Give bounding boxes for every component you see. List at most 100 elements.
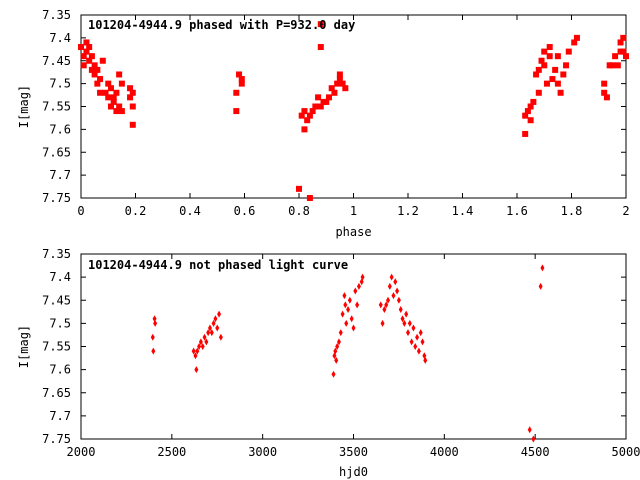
data-point	[97, 76, 104, 83]
data-point	[213, 315, 218, 323]
data-point	[620, 34, 627, 41]
data-point	[420, 338, 425, 346]
data-point	[339, 80, 346, 87]
x-tick-label: 5000	[612, 445, 640, 459]
data-point	[391, 292, 396, 300]
data-point	[127, 85, 134, 92]
data-point	[347, 296, 352, 304]
data-point	[411, 324, 416, 332]
data-point	[400, 315, 405, 323]
data-point	[423, 356, 428, 364]
data-point	[328, 85, 335, 92]
y-tick-label: 7.45	[42, 293, 71, 307]
data-point	[389, 273, 394, 281]
data-point	[193, 352, 198, 360]
data-point	[353, 287, 358, 295]
data-point	[535, 89, 542, 96]
data-point	[546, 44, 553, 51]
data-point	[129, 121, 136, 128]
data-point	[238, 76, 245, 83]
data-point	[527, 103, 534, 110]
data-point	[418, 329, 423, 337]
y-tick-label: 7.5	[49, 316, 71, 330]
data-point	[396, 296, 401, 304]
y-axis-label: I[mag]	[17, 85, 31, 128]
data-point	[317, 103, 324, 110]
data-point	[549, 76, 556, 83]
data-point	[99, 57, 106, 64]
data-point	[152, 315, 157, 323]
data-point	[603, 94, 610, 101]
data-point	[398, 306, 403, 313]
data-point	[415, 333, 420, 341]
data-point	[409, 338, 414, 346]
data-point	[535, 66, 542, 73]
data-point	[217, 310, 222, 318]
data-point	[107, 103, 114, 110]
data-point	[304, 117, 311, 124]
data-point	[198, 338, 203, 346]
data-point	[334, 356, 339, 364]
data-point	[191, 347, 196, 355]
y-tick-label: 7.65	[42, 386, 71, 400]
x-tick-label: 0.4	[179, 204, 201, 218]
data-point	[416, 347, 421, 355]
x-tick-label: 1.8	[561, 204, 583, 218]
data-point	[105, 94, 112, 101]
data-point	[393, 278, 398, 286]
data-point	[623, 53, 629, 60]
data-point	[612, 53, 619, 60]
data-point	[105, 80, 112, 87]
data-point	[527, 117, 534, 124]
data-point	[110, 98, 117, 105]
x-tick-label: 2000	[67, 445, 96, 459]
data-point	[333, 347, 338, 355]
data-point	[94, 66, 101, 73]
data-point	[554, 53, 561, 60]
data-point	[404, 310, 409, 318]
y-tick-label: 7.7	[49, 168, 71, 182]
data-point	[233, 89, 240, 96]
x-tick-label: 0.6	[234, 204, 256, 218]
data-point	[102, 89, 109, 96]
data-point	[406, 329, 410, 337]
data-point	[296, 185, 302, 192]
x-axis-label: hjd0	[339, 465, 368, 479]
data-point	[91, 71, 98, 78]
data-point	[215, 324, 220, 332]
data-point	[195, 347, 200, 355]
data-point	[546, 53, 553, 60]
data-point	[541, 48, 548, 55]
x-tick-label: 0.2	[125, 204, 147, 218]
unphased-plot: 2000 2500 3000 3500 4000 4500 5000 7.35 7.4 7.45 7…	[17, 247, 640, 479]
data-point	[563, 62, 570, 69]
data-point	[540, 264, 545, 272]
data-point	[331, 89, 338, 96]
y-tick-label: 7.6	[49, 363, 71, 377]
y-tick-label: 7.45	[42, 54, 71, 68]
y-tick-label: 7.6	[49, 122, 71, 136]
data-point	[524, 108, 531, 115]
data-point	[531, 435, 536, 443]
data-point	[541, 62, 548, 69]
y-tick-label: 7.55	[42, 340, 71, 354]
data-point	[83, 48, 90, 55]
data-point	[207, 324, 212, 332]
data-point	[301, 126, 308, 133]
data-point	[384, 301, 389, 309]
data-point	[334, 80, 341, 87]
x-tick-label: 2	[622, 204, 629, 218]
phased-plot: 0 0.2 0.4 0.6 0.8 1 1.2 1.4 1.6 1.8 2 7.35 7.4 7.45 7.…	[17, 8, 630, 239]
data-point	[386, 296, 391, 304]
data-point	[88, 53, 95, 60]
data-point	[342, 292, 347, 300]
data-point	[129, 89, 136, 96]
data-point	[601, 80, 608, 87]
data-point	[306, 112, 313, 119]
y-tick-label: 7.5	[49, 77, 71, 91]
x-tick-label: 1.2	[397, 204, 419, 218]
data-point	[382, 306, 387, 313]
data-point	[118, 80, 125, 87]
x-axis-label: phase	[335, 225, 371, 239]
data-point	[395, 287, 400, 295]
